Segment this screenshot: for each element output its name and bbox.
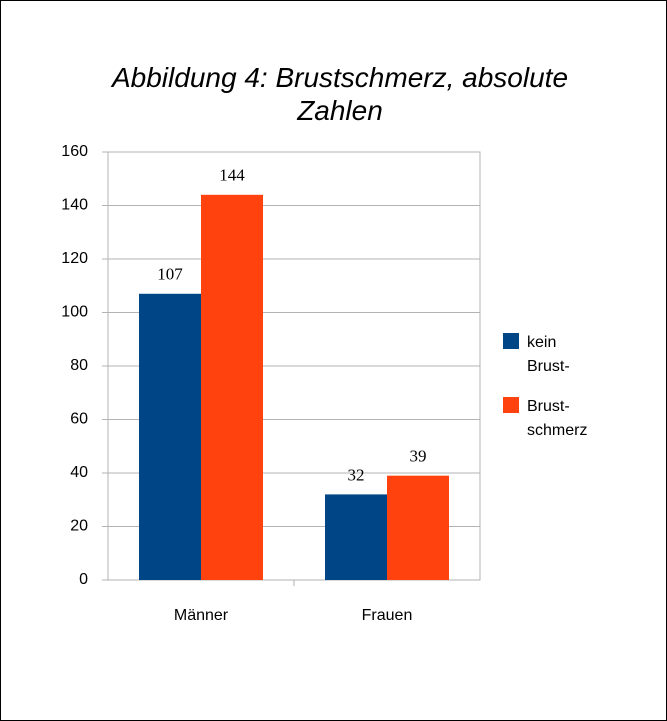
x-tick-label: Männer bbox=[174, 607, 229, 624]
chart-title: Abbildung 4: Brustschmerz, absolute Zahle… bbox=[110, 62, 568, 126]
y-tick-label: 160 bbox=[61, 143, 88, 160]
y-tick-label: 60 bbox=[70, 411, 88, 428]
x-tick-label: Frauen bbox=[362, 607, 413, 624]
bar bbox=[201, 194, 263, 581]
value-label: 107 bbox=[157, 265, 183, 284]
value-label: 144 bbox=[219, 166, 245, 185]
y-tick-label: 80 bbox=[70, 357, 88, 374]
y-tick-label: 40 bbox=[70, 464, 88, 481]
y-tick-label: 140 bbox=[61, 197, 88, 214]
y-tick-label: 100 bbox=[61, 304, 88, 321]
title-line: Zahlen bbox=[296, 95, 383, 126]
legend-swatch bbox=[503, 397, 519, 413]
title-line: Abbildung 4: Brustschmerz, absolute bbox=[110, 62, 568, 93]
bar bbox=[139, 293, 201, 580]
value-label: 39 bbox=[410, 447, 427, 466]
legend-label: kein Brust- bbox=[527, 334, 570, 375]
legend-label: Brust-schmerz bbox=[527, 398, 588, 439]
bar bbox=[387, 475, 449, 580]
legend-swatch bbox=[503, 333, 519, 349]
y-tick-label: 120 bbox=[61, 250, 88, 267]
bar bbox=[325, 494, 387, 580]
y-tick-label: 20 bbox=[70, 518, 88, 535]
y-tick-label: 0 bbox=[79, 571, 88, 588]
value-label: 32 bbox=[348, 465, 365, 484]
